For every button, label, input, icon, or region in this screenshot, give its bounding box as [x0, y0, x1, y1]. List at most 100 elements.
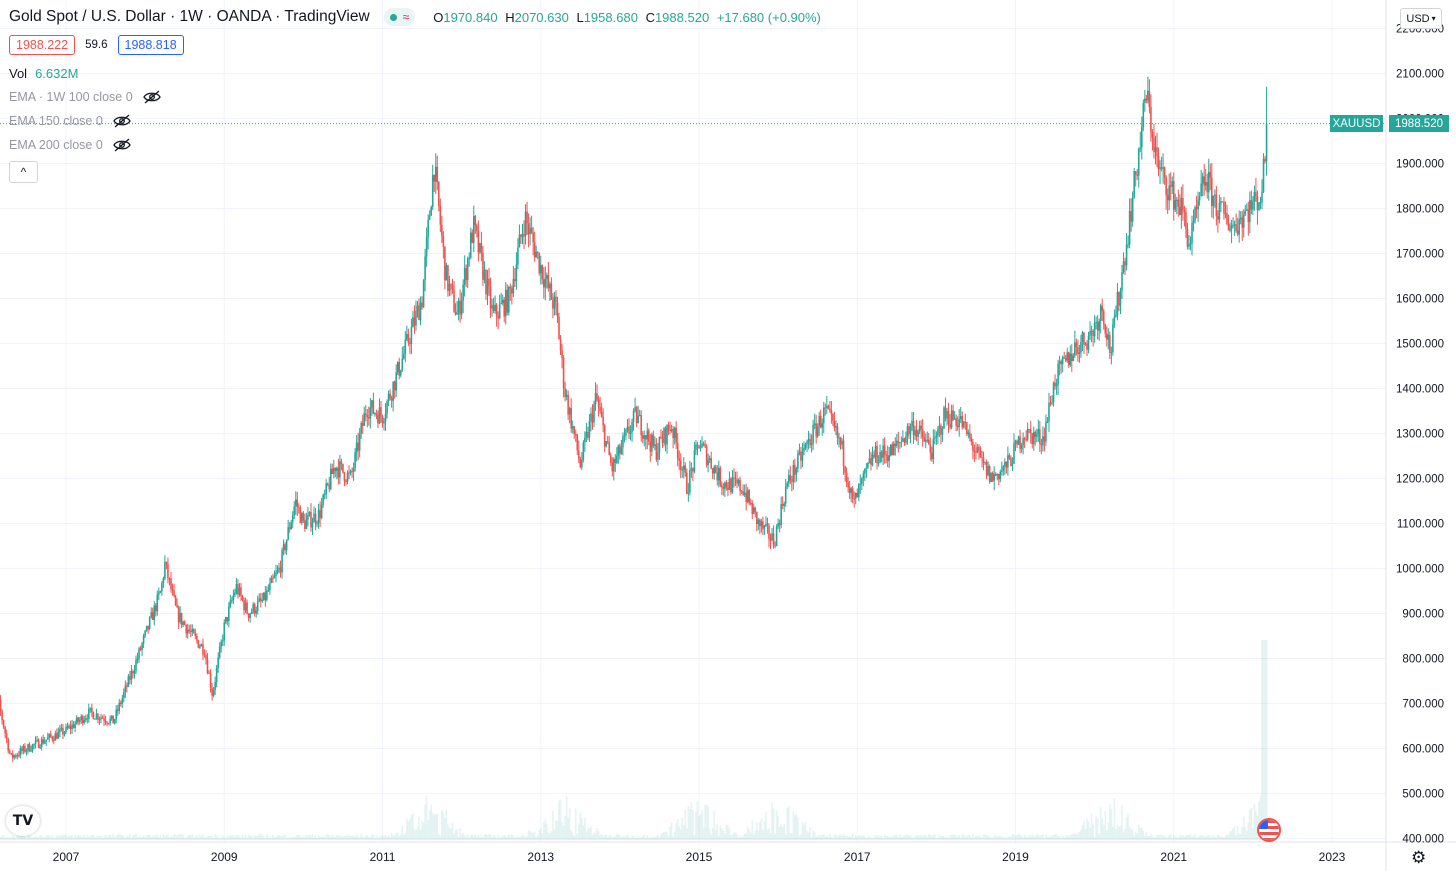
volume-bar: [792, 811, 795, 840]
volume-bar: [593, 832, 595, 840]
volume-bar: [1136, 833, 1139, 840]
volume-bar: [116, 834, 119, 840]
market-status-pill[interactable]: ≈: [383, 8, 416, 26]
volume-bar: [139, 837, 142, 840]
volume-bar: [0, 836, 2, 840]
volume-bar: [308, 834, 311, 840]
volume-bar: [319, 837, 321, 840]
volume-bar: [664, 831, 667, 840]
volume-bar: [1148, 835, 1151, 840]
candle: [842, 434, 845, 475]
candle: [996, 473, 999, 481]
volume-bar: [713, 810, 716, 840]
volume-bar: [861, 836, 863, 840]
volume-bar: [1022, 837, 1024, 840]
volume-bar: [565, 796, 568, 840]
candle: [740, 490, 743, 495]
symbol-title[interactable]: Gold Spot / U.S. Dollar · 1W · OANDA · T…: [9, 8, 370, 25]
buy-price-button[interactable]: 1988.818: [117, 35, 184, 55]
volume-bar: [144, 836, 146, 840]
candle: [494, 295, 496, 314]
candle: [1096, 314, 1099, 340]
sell-price-button[interactable]: 1988.222: [9, 35, 76, 55]
volume-bar: [261, 834, 264, 840]
volume-bar: [495, 837, 498, 840]
ema-legend-2[interactable]: EMA 150 close 0: [9, 114, 131, 128]
candle: [727, 481, 729, 497]
candle: [536, 251, 539, 260]
volume-bar: [1087, 821, 1090, 840]
candle: [1233, 220, 1236, 236]
volume-bar: [409, 819, 411, 840]
candle: [889, 444, 892, 457]
volume-bar: [1060, 837, 1062, 840]
volume-bar: [176, 835, 178, 840]
volume-bar: [311, 834, 314, 840]
candle: [791, 475, 793, 492]
volume-bar: [1077, 832, 1079, 840]
candle: [5, 729, 8, 744]
candle: [2, 719, 5, 729]
candle: [1200, 169, 1202, 197]
candle: [150, 607, 153, 619]
candle: [619, 443, 621, 460]
candle: [937, 426, 939, 444]
volume-legend[interactable]: Vol 6.632M: [9, 66, 78, 81]
volume-bar: [1072, 833, 1075, 840]
ema-legend-3[interactable]: EMA 200 close 0: [9, 138, 131, 152]
volume-bar: [112, 834, 114, 840]
volume-bar: [45, 835, 48, 840]
candle: [678, 450, 681, 471]
candle: [1105, 326, 1108, 347]
candle: [1052, 381, 1055, 407]
candle: [696, 441, 699, 456]
volume-bar: [912, 837, 915, 840]
candle: [369, 398, 372, 429]
candle: [126, 682, 128, 693]
eye-off-icon[interactable]: [113, 114, 131, 128]
ema-legend-1[interactable]: EMA · 1W 100 close 0: [9, 90, 161, 104]
volume-bar: [501, 836, 504, 840]
volume-bar: [717, 835, 720, 840]
price-tick-label: 700.000: [1402, 699, 1444, 711]
eye-off-icon[interactable]: [142, 90, 161, 104]
volume-bar: [53, 837, 55, 840]
volume-bar: [809, 827, 811, 840]
candle: [1113, 309, 1116, 329]
volume-bar: [413, 829, 416, 840]
candle: [794, 458, 796, 483]
volume-bar: [1163, 835, 1166, 840]
candle: [1232, 217, 1234, 229]
tradingview-logo-icon[interactable]: TV: [6, 806, 40, 836]
volume-bar: [734, 832, 737, 840]
candle: [657, 442, 659, 466]
volume-bar: [361, 836, 364, 840]
volume-bar: [1258, 800, 1260, 840]
gear-icon[interactable]: ⚙: [1411, 848, 1427, 868]
volume-bar: [666, 832, 668, 840]
volume-bar: [775, 810, 778, 840]
volume-bar: [14, 837, 17, 840]
volume-bar: [690, 802, 693, 840]
collapse-legend-button[interactable]: ^: [9, 161, 38, 183]
volume-bar: [151, 836, 154, 840]
volume-bar: [762, 829, 764, 840]
candle: [358, 427, 361, 458]
volume-bar: [68, 835, 70, 840]
us-flag-icon[interactable]: [1257, 818, 1281, 842]
candle: [110, 715, 113, 721]
eye-off-icon[interactable]: [113, 138, 131, 152]
candle: [453, 281, 455, 313]
volume-bar: [749, 832, 752, 840]
volume-bar: [252, 837, 254, 840]
candle: [173, 583, 175, 598]
candle: [1168, 173, 1170, 211]
volume-bar: [56, 835, 58, 840]
currency-select[interactable]: USD ▾: [1400, 8, 1442, 29]
volume-bar: [459, 828, 461, 840]
volume-bar: [62, 834, 64, 840]
volume-bar: [483, 834, 486, 840]
candle: [526, 201, 528, 236]
volume-bar: [876, 835, 878, 840]
